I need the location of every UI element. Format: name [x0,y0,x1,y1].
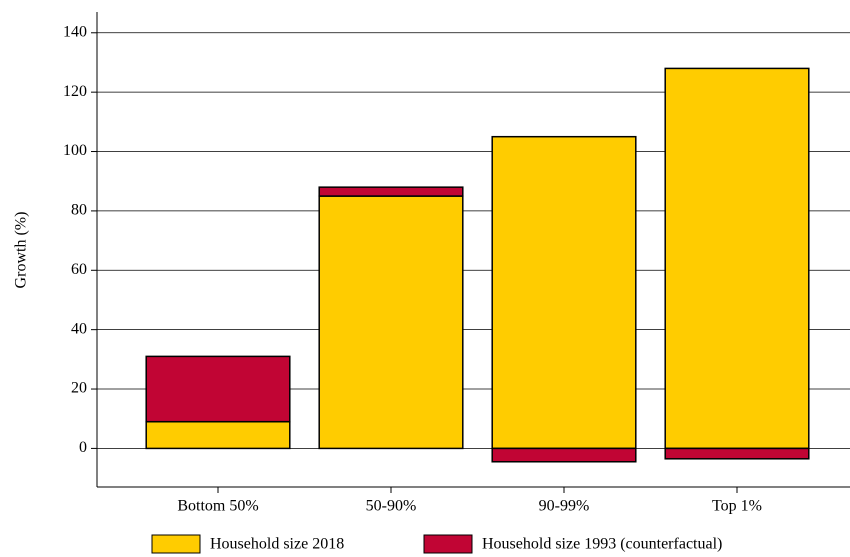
y-axis-title: Growth (%) [13,212,30,289]
y-tick-label: 60 [71,261,87,278]
y-tick-label: 140 [63,23,87,40]
y-tick-label: 0 [79,439,87,456]
y-tick-label: 20 [71,380,87,397]
y-tick-label: 40 [71,320,87,337]
legend-swatch [423,534,473,554]
bar [145,420,291,450]
bar [664,447,810,460]
x-tick-label: 50-90% [366,498,417,515]
x-tick-label: Top 1% [712,498,762,515]
x-tick-label: Bottom 50% [177,498,258,515]
bar [664,67,810,450]
bar [491,135,637,450]
y-tick-label: 120 [63,83,87,100]
bar [145,355,291,423]
legend-swatch [151,534,201,554]
legend-label: Household size 2018 [210,536,344,553]
legend-label: Household size 1993 (counterfactual) [482,536,722,553]
x-tick-label: 90-99% [539,498,590,515]
bar [491,447,637,463]
bar [318,186,464,197]
bar [318,195,464,450]
y-tick-label: 80 [71,202,87,219]
y-tick-label: 100 [63,142,87,159]
